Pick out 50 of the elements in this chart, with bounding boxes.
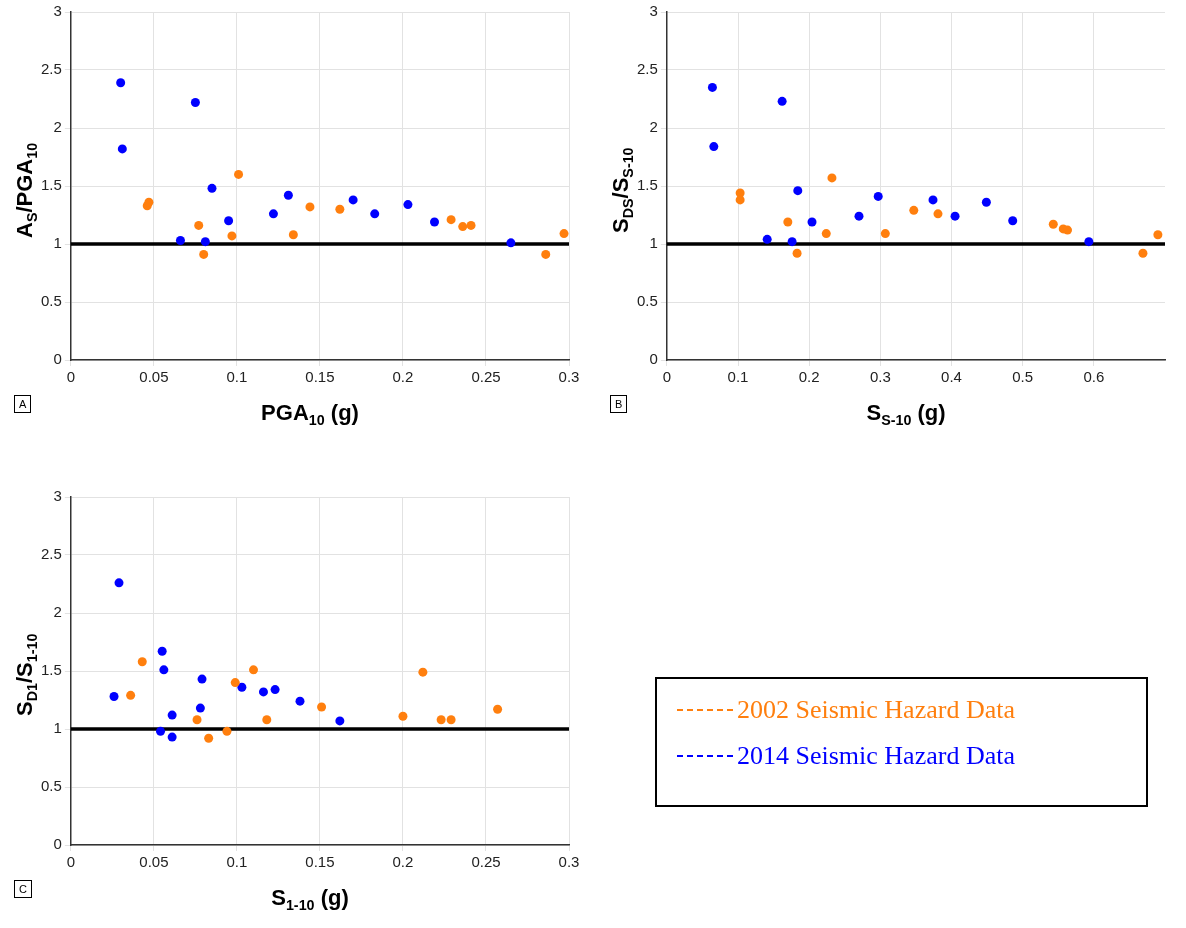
x-tick-label: 0.25 <box>471 368 501 386</box>
x-tick-label: 0.1 <box>226 853 248 871</box>
y-tick-label: 3 <box>53 2 62 20</box>
y-tick-label: 2.5 <box>40 545 62 563</box>
x-tick-label: 0.3 <box>558 368 580 386</box>
x-tick-label: 0.3 <box>869 368 891 386</box>
text: C <box>14 880 32 898</box>
x-tick-label: 0.2 <box>798 368 820 386</box>
x-tick-label: 0.25 <box>471 853 501 871</box>
x-tick-label: 0.1 <box>226 368 248 386</box>
legend-label: 2014 Seismic Hazard Data <box>737 741 1015 771</box>
y-tick-label: 3 <box>53 487 62 505</box>
x-tick-label: 0 <box>662 368 672 386</box>
y-tick-label: 1.5 <box>636 176 658 194</box>
x-tick-label: 0.5 <box>1012 368 1034 386</box>
y-tick-label: 3 <box>649 2 658 20</box>
x-axis-title: S$_{S-10}$ (g) <box>865 400 947 429</box>
text: A <box>14 395 32 413</box>
y-tick-label: 2.5 <box>636 60 658 78</box>
x-tick-label: 0.05 <box>139 368 169 386</box>
x-tick-label: 0.05 <box>139 853 169 871</box>
y-tick-label: 1.5 <box>40 176 62 194</box>
y-tick-label: 2 <box>53 603 62 621</box>
y-tick-label: 2 <box>53 118 62 136</box>
x-axis-title: S$_{1-10}$ (g) <box>270 885 350 914</box>
y-tick-label: 0 <box>53 835 62 853</box>
y-tick-label: 0.5 <box>40 292 62 310</box>
x-tick-label: 0.2 <box>392 853 414 871</box>
x-tick-label: 0.4 <box>941 368 962 386</box>
text: B <box>610 395 628 413</box>
x-tick-label: 0.15 <box>305 853 335 871</box>
x-axis-title: PGA$_{10}$ (g) <box>260 400 360 429</box>
x-tick-label: 0 <box>66 853 76 871</box>
y-tick-label: 1 <box>53 719 62 737</box>
y-tick-label: 2.5 <box>40 60 62 78</box>
y-tick-label: 0.5 <box>40 777 62 795</box>
x-tick-label: 0.6 <box>1083 368 1105 386</box>
y-tick-label: 1 <box>53 234 62 252</box>
y-tick-label: 0 <box>53 350 62 368</box>
y-tick-label: 0 <box>649 350 658 368</box>
x-tick-label: 0.15 <box>305 368 335 386</box>
y-tick-label: 0.5 <box>636 292 658 310</box>
y-tick-label: 1.5 <box>40 661 62 679</box>
x-tick-label: 0.3 <box>558 853 580 871</box>
y-tick-label: 2 <box>649 118 658 136</box>
x-tick-label: 0 <box>66 368 76 386</box>
x-tick-label: 0.2 <box>392 368 414 386</box>
x-tick-label: 0.1 <box>727 368 749 386</box>
legend-label: 2002 Seismic Hazard Data <box>737 695 1015 725</box>
y-tick-label: 1 <box>649 234 658 252</box>
